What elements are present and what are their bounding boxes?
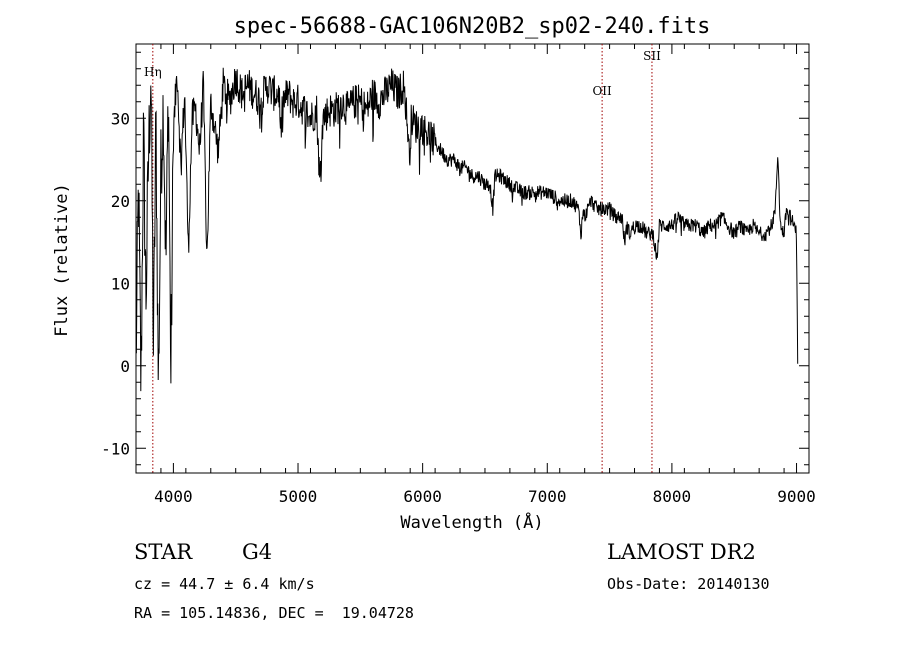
x-tick-label: 8000 [653, 487, 692, 506]
chart-title: spec-56688-GAC106N20B2_sp02-240.fits [234, 14, 711, 39]
x-tick-label: 9000 [777, 487, 816, 506]
x-axis-label: Wavelength (Å) [400, 511, 543, 533]
plot-frame [135, 43, 810, 474]
line-label: Hη [144, 65, 162, 79]
y-tick-label: 10 [111, 274, 130, 293]
x-tick-label: 6000 [403, 487, 442, 506]
y-tick-label: -10 [101, 439, 130, 458]
spectrum-chart: spec-56688-GAC106N20B2_sp02-240.fits 400… [52, 14, 816, 533]
x-tick-label: 4000 [154, 487, 193, 506]
object-type: STAR [134, 540, 193, 564]
y-tick-label: 30 [111, 109, 130, 128]
x-tick-label: 7000 [528, 487, 567, 506]
spectrum-line [135, 67, 799, 392]
axis-ticks: 4000 5000 6000 7000 8000 9000 -10 0 10 20 30 [101, 44, 816, 506]
line-label: OII [592, 84, 612, 98]
y-tick-label: 0 [120, 357, 130, 376]
x-tick-label: 5000 [279, 487, 318, 506]
coordinates: RA = 105.14836, DEC = 19.04728 [134, 604, 414, 622]
y-axis-label: Flux (relative) [52, 183, 72, 337]
survey-name: LAMOST DR2 [607, 540, 756, 564]
observation-date: Obs-Date: 20140130 [607, 575, 770, 593]
spectral-subclass: G4 [242, 540, 273, 564]
redshift-value: cz = 44.7 ± 6.4 km/s [134, 575, 315, 593]
line-label: SII [643, 49, 661, 63]
emission-line-labels: Hη OII SII [144, 49, 661, 98]
y-tick-label: 20 [111, 192, 130, 211]
